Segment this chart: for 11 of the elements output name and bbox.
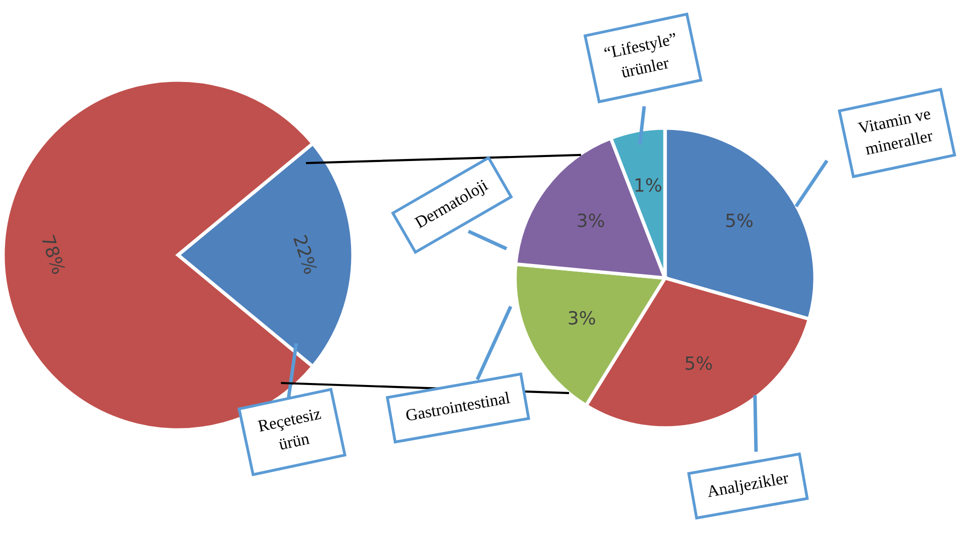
- data-label: 3%: [568, 311, 596, 325]
- slice-label: Analjezikler: [706, 471, 790, 501]
- data-label: 22%: [293, 234, 318, 275]
- slice-label: Vitamin ve mineraller: [857, 108, 934, 155]
- data-label: 5%: [726, 214, 753, 228]
- slice-label: “Lifestyle” ürünler: [604, 32, 678, 78]
- data-label: 3%: [578, 214, 604, 228]
- slice-label: Reçetesiz ürün: [257, 408, 322, 450]
- data-label: 78%: [41, 234, 66, 275]
- data-label: 5%: [686, 356, 712, 370]
- data-label: 1%: [636, 178, 662, 192]
